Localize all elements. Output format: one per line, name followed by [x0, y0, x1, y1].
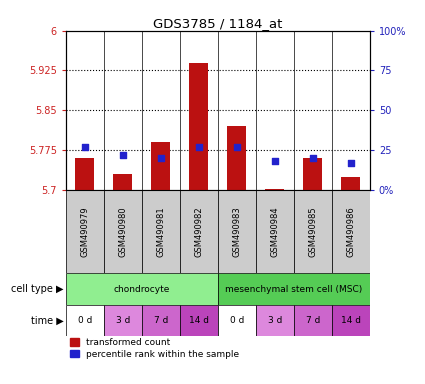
Point — [157, 155, 164, 161]
Bar — [142, 190, 180, 273]
Bar — [66, 273, 218, 305]
Point — [196, 144, 202, 150]
Text: 3 d: 3 d — [268, 316, 282, 325]
Bar — [332, 305, 370, 336]
Bar — [180, 305, 218, 336]
Bar — [151, 142, 170, 190]
Text: 3 d: 3 d — [116, 316, 130, 325]
Bar — [256, 190, 294, 273]
Text: GSM490982: GSM490982 — [194, 206, 203, 257]
Text: 14 d: 14 d — [189, 316, 209, 325]
Bar — [218, 305, 256, 336]
Bar — [104, 190, 142, 273]
Text: GSM490979: GSM490979 — [80, 206, 89, 257]
Legend: transformed count, percentile rank within the sample: transformed count, percentile rank withi… — [71, 338, 239, 359]
Text: GSM490985: GSM490985 — [308, 206, 317, 257]
Bar — [75, 158, 94, 190]
Bar — [180, 190, 218, 273]
Bar — [218, 190, 256, 273]
Bar — [256, 305, 294, 336]
Bar — [294, 305, 332, 336]
Point — [233, 144, 240, 150]
Title: GDS3785 / 1184_at: GDS3785 / 1184_at — [153, 17, 283, 30]
Text: mesenchymal stem cell (MSC): mesenchymal stem cell (MSC) — [225, 285, 363, 293]
Bar — [113, 174, 132, 190]
Text: 0 d: 0 d — [78, 316, 92, 325]
Text: chondrocyte: chondrocyte — [113, 285, 170, 293]
Bar — [189, 63, 208, 190]
Bar — [218, 273, 370, 305]
Point — [272, 158, 278, 164]
Bar — [227, 126, 246, 190]
Bar — [142, 305, 180, 336]
Point — [347, 160, 354, 166]
Text: 14 d: 14 d — [341, 316, 361, 325]
Bar — [294, 190, 332, 273]
Bar — [265, 189, 284, 190]
Bar — [66, 305, 104, 336]
Text: GSM490984: GSM490984 — [270, 206, 279, 257]
Bar — [303, 158, 322, 190]
Text: GSM490981: GSM490981 — [156, 206, 165, 257]
Point — [82, 144, 88, 150]
Bar — [332, 190, 370, 273]
Point — [309, 155, 316, 161]
Bar — [104, 305, 142, 336]
Text: cell type ▶: cell type ▶ — [11, 284, 64, 294]
Text: 7 d: 7 d — [154, 316, 168, 325]
Text: 0 d: 0 d — [230, 316, 244, 325]
Text: 7 d: 7 d — [306, 316, 320, 325]
Text: time ▶: time ▶ — [31, 315, 64, 325]
Point — [119, 152, 126, 158]
Bar — [341, 177, 360, 190]
Text: GSM490983: GSM490983 — [232, 206, 241, 257]
Bar — [66, 190, 104, 273]
Text: GSM490980: GSM490980 — [118, 206, 127, 257]
Text: GSM490986: GSM490986 — [346, 206, 355, 257]
